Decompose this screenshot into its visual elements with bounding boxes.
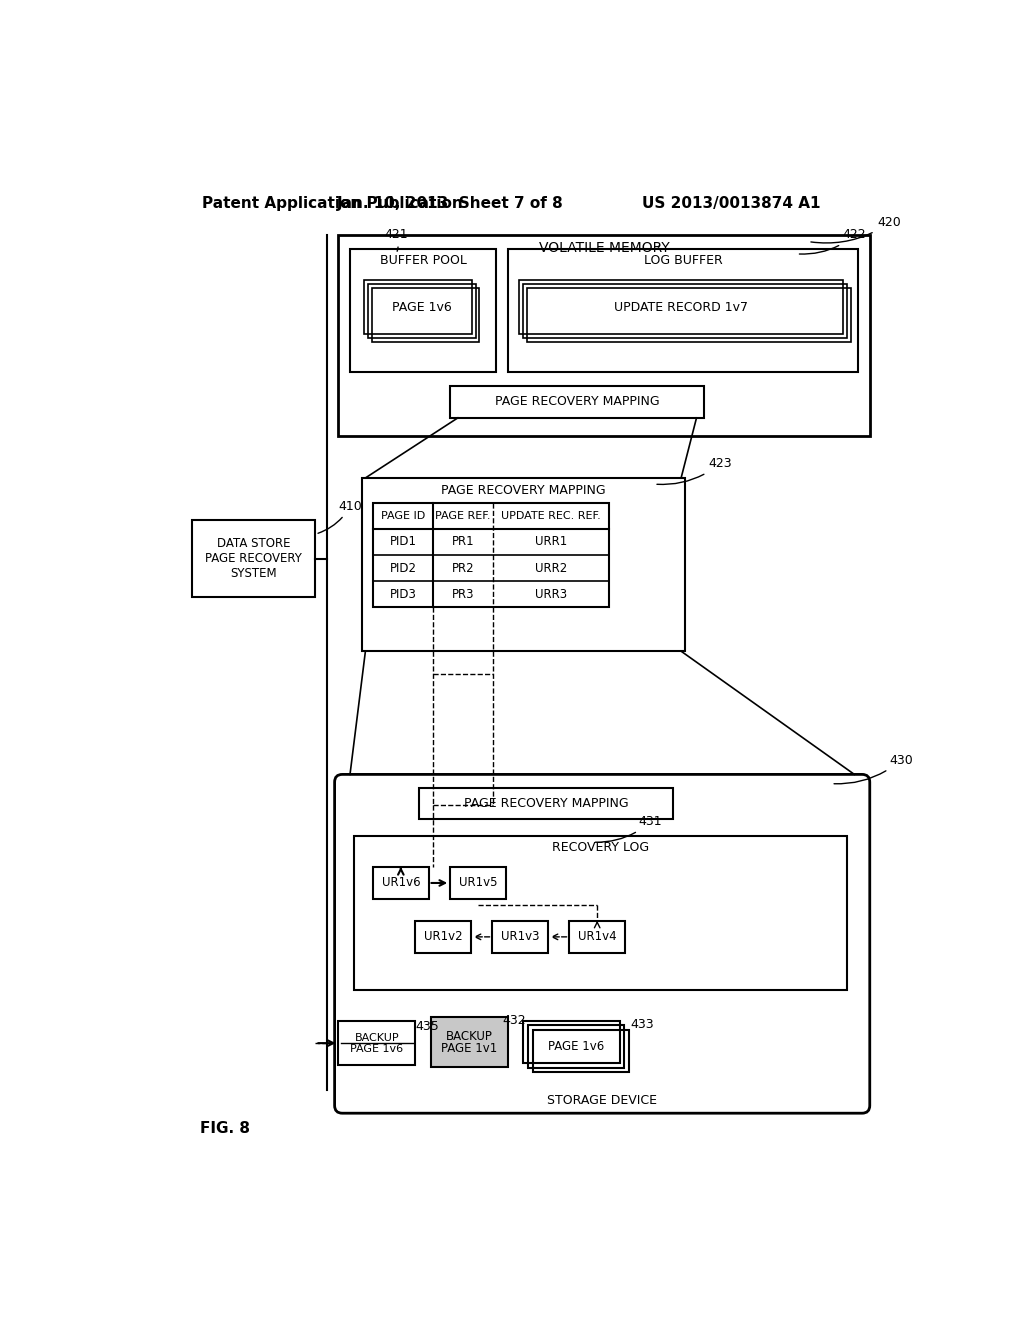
Text: PR3: PR3 <box>452 587 474 601</box>
Text: LOG BUFFER: LOG BUFFER <box>644 253 722 267</box>
Bar <box>419 788 674 818</box>
Bar <box>532 1030 629 1072</box>
Bar <box>416 921 471 953</box>
Text: PAGE 1v6: PAGE 1v6 <box>548 1040 604 1053</box>
Text: 421: 421 <box>385 228 409 251</box>
Text: UR1v6: UR1v6 <box>382 876 420 890</box>
Bar <box>508 249 858 372</box>
Bar <box>364 280 472 334</box>
Text: FIG. 8: FIG. 8 <box>200 1121 250 1137</box>
Bar <box>193 520 315 598</box>
Text: PAGE REF.: PAGE REF. <box>435 511 490 520</box>
Bar <box>431 1016 508 1067</box>
Text: Patent Application Publication: Patent Application Publication <box>202 195 463 211</box>
Bar <box>361 478 685 651</box>
Text: URR3: URR3 <box>535 587 567 601</box>
Bar <box>527 288 851 342</box>
Text: UR1v5: UR1v5 <box>459 876 497 890</box>
Bar <box>569 921 625 953</box>
Text: 420: 420 <box>811 216 901 243</box>
Text: PAGE RECOVERY MAPPING: PAGE RECOVERY MAPPING <box>441 483 605 496</box>
Text: UPDATE RECORD 1v7: UPDATE RECORD 1v7 <box>614 301 749 314</box>
Bar <box>373 503 608 607</box>
Text: PR1: PR1 <box>452 536 474 548</box>
Text: 410: 410 <box>318 499 362 533</box>
Text: 431: 431 <box>595 816 663 842</box>
Text: UR1v2: UR1v2 <box>424 931 463 944</box>
Bar <box>519 280 843 334</box>
Bar <box>493 921 548 953</box>
Bar <box>354 836 847 990</box>
Text: PAGE RECOVERY MAPPING: PAGE RECOVERY MAPPING <box>495 395 659 408</box>
Text: RECOVERY LOG: RECOVERY LOG <box>552 841 649 854</box>
Text: UR1v3: UR1v3 <box>501 931 540 944</box>
Text: PR2: PR2 <box>452 561 474 574</box>
Bar <box>350 249 497 372</box>
Text: PAGE ID: PAGE ID <box>381 511 425 520</box>
Bar <box>339 1020 416 1065</box>
Text: BACKUP: BACKUP <box>354 1032 399 1043</box>
Text: US 2013/0013874 A1: US 2013/0013874 A1 <box>642 195 820 211</box>
Text: 432: 432 <box>502 1014 526 1027</box>
Text: 422: 422 <box>800 228 866 253</box>
Text: PAGE 1v6: PAGE 1v6 <box>350 1044 403 1053</box>
Bar <box>451 867 506 899</box>
Bar <box>372 288 479 342</box>
Text: 435: 435 <box>415 1020 439 1034</box>
Text: PID3: PID3 <box>390 587 417 601</box>
Bar <box>373 867 429 899</box>
Bar <box>339 235 869 436</box>
Text: 423: 423 <box>657 457 732 484</box>
Text: UPDATE REC. REF.: UPDATE REC. REF. <box>501 511 601 520</box>
Text: URR1: URR1 <box>535 536 567 548</box>
Bar <box>528 1026 625 1068</box>
Text: BUFFER POOL: BUFFER POOL <box>380 253 467 267</box>
Text: 433: 433 <box>631 1018 654 1031</box>
Text: PID1: PID1 <box>390 536 417 548</box>
Bar <box>368 284 475 338</box>
Text: PAGE 1v1: PAGE 1v1 <box>441 1041 498 1055</box>
Text: PAGE 1v6: PAGE 1v6 <box>392 301 452 314</box>
Text: BACKUP: BACKUP <box>445 1030 493 1043</box>
Text: PAGE RECOVERY MAPPING: PAGE RECOVERY MAPPING <box>464 797 629 810</box>
Text: URR2: URR2 <box>535 561 567 574</box>
Text: Jan. 10, 2013  Sheet 7 of 8: Jan. 10, 2013 Sheet 7 of 8 <box>337 195 563 211</box>
Bar <box>523 1020 620 1063</box>
Text: UR1v4: UR1v4 <box>578 931 616 944</box>
Text: PID2: PID2 <box>390 561 417 574</box>
Text: DATA STORE
PAGE RECOVERY
SYSTEM: DATA STORE PAGE RECOVERY SYSTEM <box>206 537 302 581</box>
Text: STORAGE DEVICE: STORAGE DEVICE <box>547 1094 657 1107</box>
Text: 430: 430 <box>834 754 912 784</box>
Bar <box>451 385 705 418</box>
Text: VOLATILE MEMORY: VOLATILE MEMORY <box>539 240 670 255</box>
Bar <box>523 284 847 338</box>
